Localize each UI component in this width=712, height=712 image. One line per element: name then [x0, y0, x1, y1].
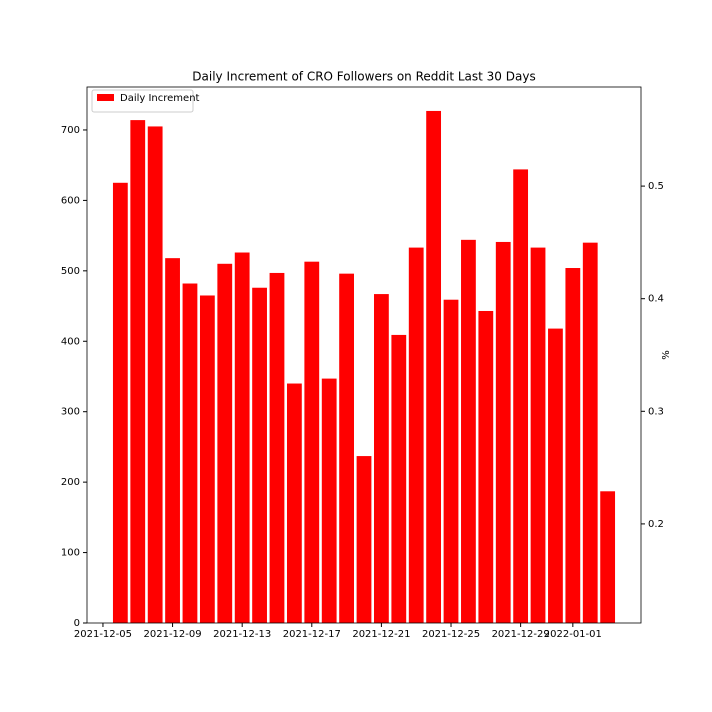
bar [530, 247, 546, 624]
y2-axis-label: % [661, 350, 672, 360]
bar [356, 456, 372, 623]
y2-tick-label: 0.4 [648, 294, 664, 305]
bar [478, 310, 494, 623]
y-tick-label: 0 [74, 618, 80, 629]
bar [286, 383, 302, 623]
x-tick-label: 2021-12-21 [352, 629, 410, 640]
bar [426, 110, 442, 623]
y2-tick-label: 0.2 [648, 519, 664, 530]
legend-box [91, 89, 194, 113]
x-tick-label: 2021-12-13 [213, 629, 271, 640]
bar [408, 247, 424, 624]
bar [582, 242, 598, 624]
bar [130, 120, 146, 623]
y-tick-label: 500 [61, 266, 80, 277]
x-tick-label: 2021-12-29 [492, 629, 550, 640]
bar [112, 182, 128, 624]
y-tick-label: 200 [61, 477, 80, 488]
y-tick-label: 600 [61, 195, 80, 206]
bar [339, 273, 354, 623]
y2-tick-label: 0.3 [648, 406, 664, 417]
bar [217, 263, 233, 623]
legend-swatch [97, 94, 114, 101]
bar [495, 241, 511, 623]
bar [461, 239, 476, 623]
x-tick-label: 2021-12-05 [74, 629, 132, 640]
bar [147, 126, 163, 623]
bar [165, 258, 180, 623]
bar [391, 334, 407, 623]
bar [548, 328, 563, 623]
bar [600, 491, 616, 623]
plot-frame [86, 86, 642, 624]
bar [252, 287, 267, 623]
legend-label: Daily Increment [120, 93, 200, 104]
bar [304, 261, 320, 623]
y-tick-label: 300 [61, 407, 80, 418]
y-tick-label: 700 [61, 125, 80, 136]
bar [513, 169, 529, 624]
bar [565, 268, 581, 623]
bar [234, 252, 250, 624]
x-tick-label: 2021-12-25 [422, 629, 480, 640]
bar [269, 272, 285, 623]
bar [443, 299, 459, 623]
bar [374, 294, 389, 623]
x-tick-label: 2022-01-01 [544, 629, 602, 640]
y-tick-label: 100 [61, 548, 80, 559]
x-tick-label: 2021-12-17 [283, 629, 341, 640]
y-tick-label: 400 [61, 336, 80, 347]
chart-title: Daily Increment of CRO Followers on Redd… [192, 70, 535, 84]
bar [321, 378, 337, 623]
y2-tick-label: 0.5 [648, 181, 664, 192]
bar [199, 295, 215, 623]
bar [182, 283, 198, 623]
x-tick-label: 2021-12-09 [144, 629, 202, 640]
